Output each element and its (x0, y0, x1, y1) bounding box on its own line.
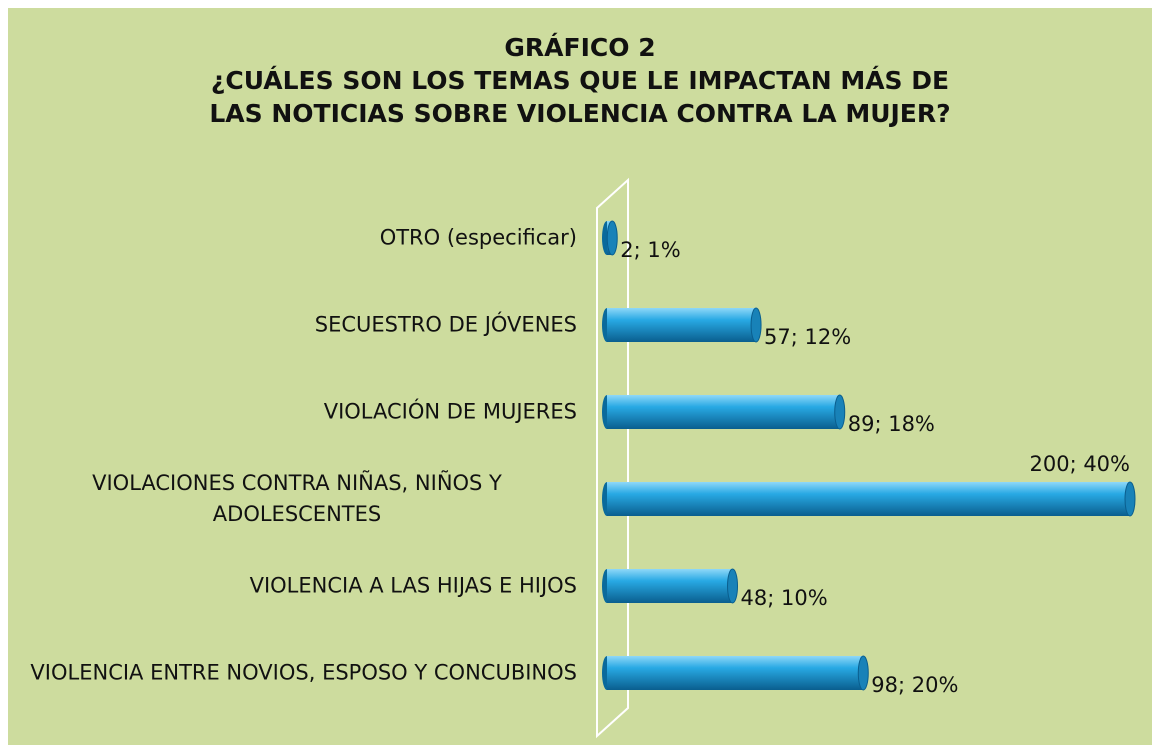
bar (607, 395, 840, 429)
bar-cap (834, 394, 846, 430)
bar-cap (727, 568, 739, 604)
data-label: 98; 20% (871, 673, 959, 697)
chart-title: GRÁFICO 2 (504, 33, 656, 62)
category-label: VIOLACIONES CONTRA NIÑAS, NIÑOS Y ADOLES… (92, 471, 502, 526)
bar-cap (1124, 481, 1136, 517)
chart-title: ¿CUÁLES SON LOS TEMAS QUE LE IMPACTAN MÁ… (210, 66, 950, 95)
category-label: SECUESTRO DE JÓVENES (314, 312, 577, 337)
back-wall (596, 177, 629, 739)
category-label: VIOLENCIA A LAS HIJAS E HIJOS (249, 573, 577, 598)
bar (607, 308, 757, 342)
data-label: 2; 1% (620, 238, 681, 262)
category-label: OTRO (especificar) (379, 225, 577, 250)
bar (607, 656, 864, 690)
bar-cap (857, 655, 869, 691)
bar (607, 482, 1130, 516)
bar-cap (750, 307, 762, 343)
category-label: VIOLACIÓN DE MUJERES (323, 399, 577, 424)
category-label: VIOLENCIA ENTRE NOVIOS, ESPOSO Y CONCUBI… (30, 660, 577, 685)
chart (596, 177, 1136, 739)
bar (607, 569, 733, 603)
data-label: 48; 10% (740, 586, 828, 610)
chart-title: LAS NOTICIAS SOBRE VIOLENCIA CONTRA LA M… (209, 99, 951, 128)
bar-cap (606, 220, 618, 256)
data-label: 89; 18% (847, 412, 935, 436)
data-label: 200; 40% (1029, 452, 1130, 476)
chart-area: GRÁFICO 2 ¿CUÁLES SON LOS TEMAS QUE LE IM… (8, 8, 1152, 745)
data-label: 57; 12% (764, 325, 852, 349)
